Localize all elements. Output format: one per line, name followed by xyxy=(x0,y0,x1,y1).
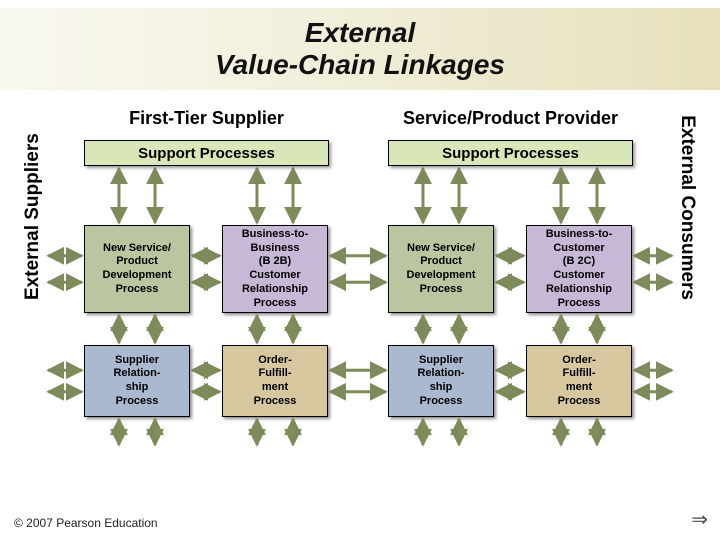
next-slide-icon: ⇒ xyxy=(691,507,708,532)
footer-copyright: © 2007 Pearson Education xyxy=(14,516,158,530)
arrows-layer xyxy=(0,0,720,540)
